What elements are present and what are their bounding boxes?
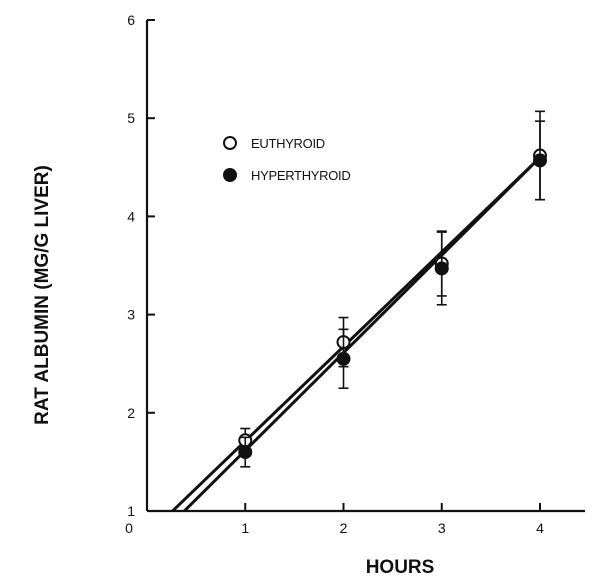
hyperthyroid-point bbox=[533, 153, 547, 168]
y-tick-label: 2 bbox=[127, 405, 135, 421]
x-tick-label: 4 bbox=[536, 520, 544, 536]
y-tick-label: 3 bbox=[127, 307, 135, 323]
x-tick-label: 3 bbox=[438, 520, 446, 536]
y-tick-label: 6 bbox=[127, 12, 135, 28]
hyperthyroid-point bbox=[434, 261, 449, 276]
fit-lines bbox=[171, 156, 542, 513]
legend-label: EUTHYROID bbox=[251, 136, 325, 151]
fit-line-hyperthyroid bbox=[171, 156, 542, 513]
x-tick-label: 0 bbox=[125, 520, 133, 536]
legend-marker-euthyroid bbox=[223, 136, 237, 150]
data-points bbox=[238, 110, 547, 468]
x-tick-label: 2 bbox=[340, 520, 348, 536]
x-axis-title: HOURS bbox=[366, 557, 435, 578]
x-tick-label: 1 bbox=[241, 520, 249, 536]
legend-label: HYPERTHYROID bbox=[251, 168, 350, 183]
hyperthyroid-point bbox=[238, 445, 253, 460]
y-tick-label: 5 bbox=[127, 110, 135, 126]
legend-marker-hyperthyroid bbox=[223, 168, 237, 182]
y-tick-label: 4 bbox=[127, 208, 135, 224]
y-tick-label: 1 bbox=[127, 503, 135, 519]
legend: EUTHYROID HYPERTHYROID bbox=[223, 136, 351, 183]
y-axis-title: RAT ALBUMIN (MG/G LIVER) bbox=[32, 165, 53, 425]
hyperthyroid-point bbox=[336, 351, 351, 366]
